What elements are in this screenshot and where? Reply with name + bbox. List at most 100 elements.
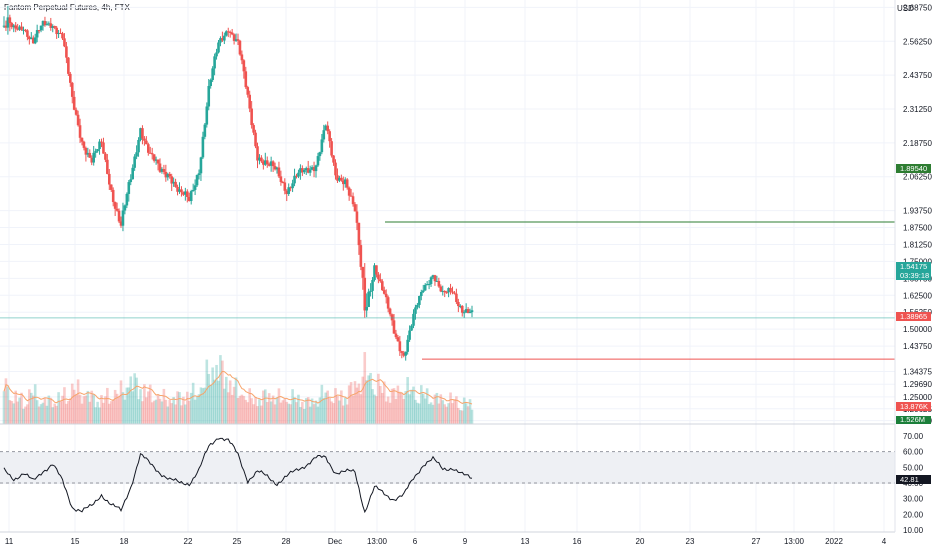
candle-body[interactable] [355,211,359,223]
candle-body[interactable] [308,169,312,173]
candle-body[interactable] [277,167,281,177]
candle-body[interactable] [76,114,80,126]
candle-body[interactable] [4,25,8,28]
candle-body[interactable] [221,38,224,41]
candle-body[interactable] [113,202,117,209]
candle-body[interactable] [382,290,386,294]
candle-body[interactable] [59,32,62,34]
candle-body[interactable] [104,153,107,160]
candle-body[interactable] [240,54,244,61]
candle-body[interactable] [357,222,361,246]
candle-body[interactable] [343,179,347,185]
candle-body[interactable] [102,142,105,154]
candle-body[interactable] [365,306,368,311]
candle-body[interactable] [338,177,341,181]
candle-body[interactable] [230,32,234,35]
candle-body[interactable] [441,290,445,292]
candle-body[interactable] [49,23,53,28]
candle-body[interactable] [174,181,177,187]
candle-body[interactable] [328,131,331,142]
candle-body[interactable] [125,193,129,206]
candle-body[interactable] [406,339,409,352]
candle-body[interactable] [420,291,423,296]
candle-body[interactable] [287,187,290,194]
candle-body[interactable] [24,29,27,31]
candle-body[interactable] [61,33,64,39]
candle-body[interactable] [402,352,406,356]
candle-body[interactable] [10,23,14,28]
candle-body[interactable] [449,288,452,292]
candle-body[interactable] [186,191,189,197]
candle-body[interactable] [468,312,472,314]
candle-body[interactable] [69,73,72,83]
candle-body[interactable] [320,139,324,153]
candle-body[interactable] [8,17,12,24]
candle-body[interactable] [267,164,271,166]
candle-body[interactable] [207,85,211,107]
candle-body[interactable] [184,191,187,195]
candle-body[interactable] [187,196,191,202]
candle-body[interactable] [51,26,55,28]
candle-body[interactable] [345,179,349,188]
candle-body[interactable] [26,30,29,37]
candle-body[interactable] [264,160,267,165]
candle-body[interactable] [115,208,119,211]
candle-body[interactable] [316,156,320,166]
candle-body[interactable] [373,265,376,280]
candle-body[interactable] [180,189,183,193]
candle-body[interactable] [143,138,146,141]
candle-body[interactable] [176,186,179,192]
candle-body[interactable] [152,154,156,161]
candle-body[interactable] [162,169,166,172]
candle-body[interactable] [119,221,123,226]
candle-body[interactable] [193,185,197,190]
candle-body[interactable] [217,42,220,53]
candle-body[interactable] [462,312,466,314]
candle-body[interactable] [156,159,160,164]
candle-body[interactable] [74,109,78,115]
candle-body[interactable] [55,27,58,35]
candle-body[interactable] [324,125,328,131]
candle-body[interactable] [37,30,41,32]
candle-body[interactable] [254,132,257,147]
candle-body[interactable] [433,275,437,282]
candle-body[interactable] [94,151,97,153]
candle-body[interactable] [160,169,164,172]
candle-body[interactable] [133,156,136,168]
candle-body[interactable] [205,106,209,125]
candle-body[interactable] [223,35,226,41]
candle-body[interactable] [2,25,6,27]
support-price-label[interactable] [896,312,931,321]
candle-body[interactable] [12,25,16,28]
candle-body[interactable] [39,25,43,31]
candle-body[interactable] [443,290,446,293]
candle-body[interactable] [258,157,261,161]
candle-body[interactable] [347,187,351,196]
candle-body[interactable] [281,181,285,183]
candle-body[interactable] [213,56,216,69]
candle-body[interactable] [273,166,277,170]
candle-body[interactable] [303,170,306,173]
candle-body[interactable] [439,286,443,292]
candle-body[interactable] [351,196,355,205]
candle-body[interactable] [318,152,322,157]
candle-body[interactable] [170,176,173,184]
resistance-price-label[interactable] [896,164,931,173]
candle-body[interactable] [400,351,404,353]
candle-body[interactable] [265,160,269,165]
candle-body[interactable] [18,26,21,30]
candle-body[interactable] [301,168,304,173]
candle-body[interactable] [90,157,94,163]
candle-body[interactable] [275,167,279,170]
candle-body[interactable] [98,141,101,150]
candle-body[interactable] [453,292,456,294]
candle-body[interactable] [271,161,275,167]
candle-body[interactable] [242,60,246,72]
candle-body[interactable] [379,279,382,282]
candle-body[interactable] [299,168,302,173]
candle-body[interactable] [384,293,388,298]
candle-body[interactable] [96,149,99,152]
candle-body[interactable] [260,157,263,162]
candle-body[interactable] [109,184,113,190]
candle-body[interactable] [172,181,175,184]
